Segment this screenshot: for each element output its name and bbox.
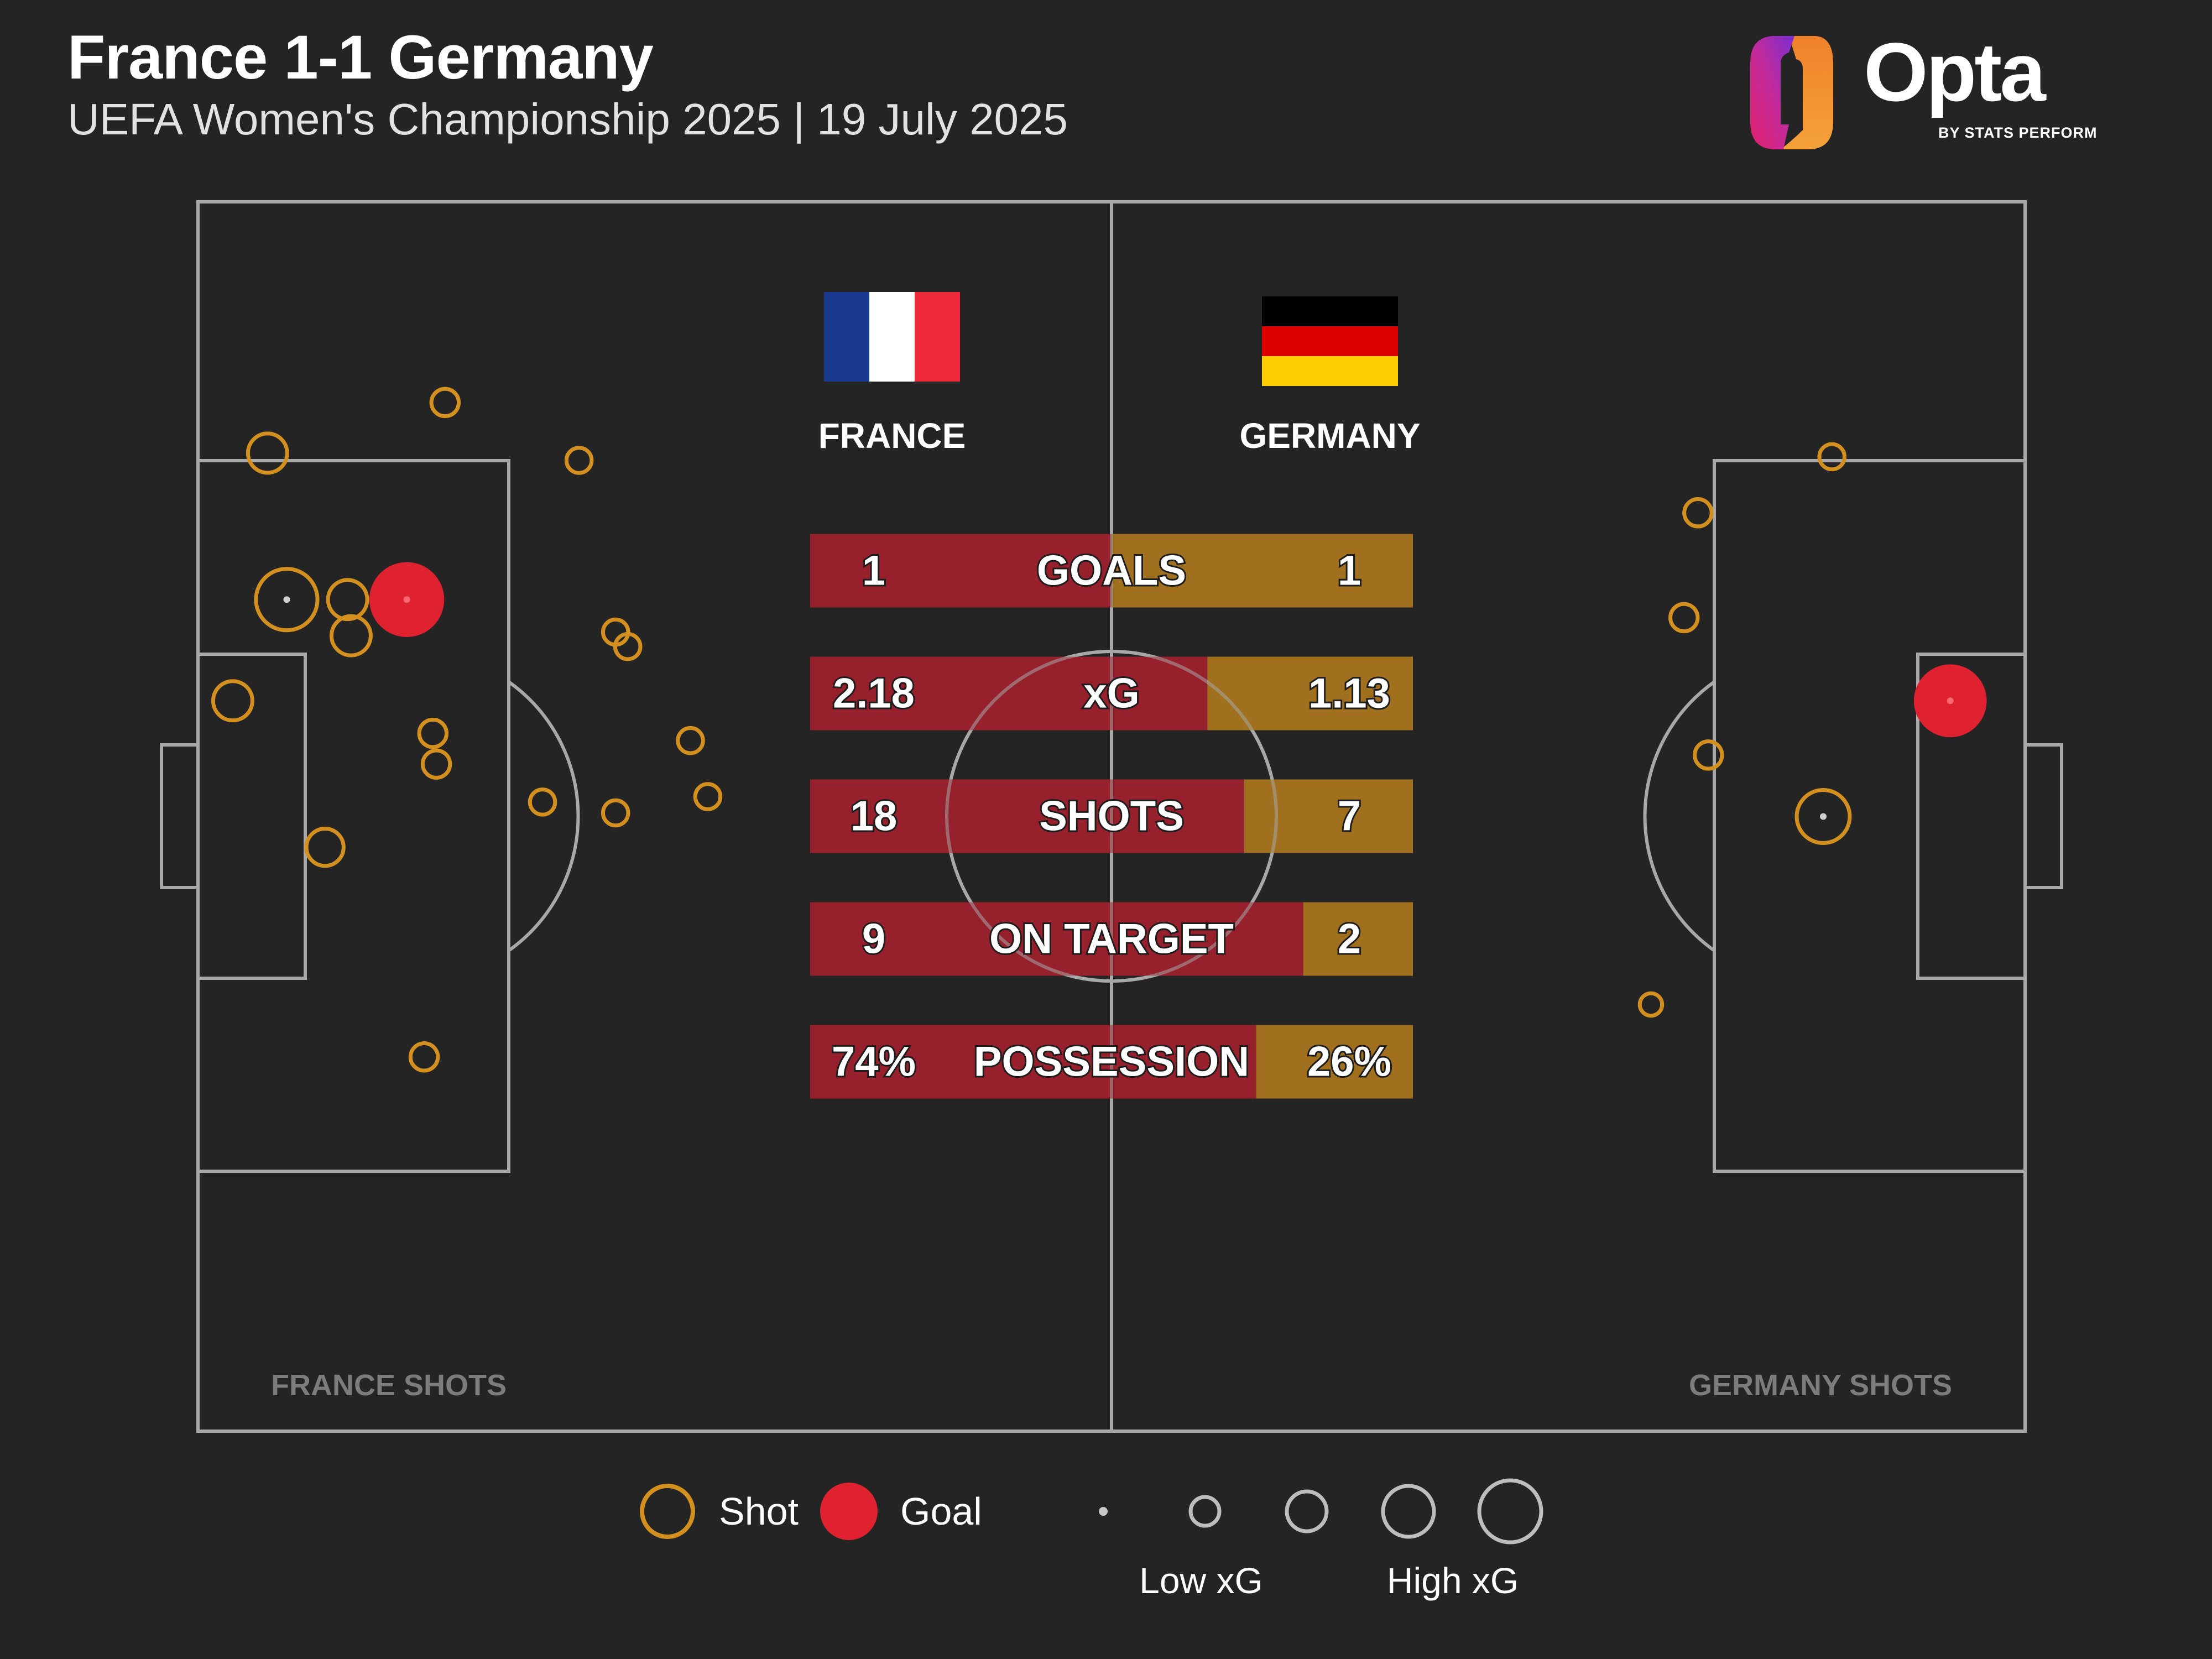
home-team-name: FRANCE — [818, 416, 966, 456]
away-shot-centre — [1947, 697, 1954, 705]
home-shot-marker — [304, 826, 346, 868]
away-stat-value: 26% — [1307, 1039, 1391, 1086]
away-stat-value: 7 — [1338, 793, 1361, 840]
away-stat-value: 1 — [1338, 547, 1361, 594]
legend-goal-label: Goal — [900, 1490, 982, 1533]
away-shot-marker — [1637, 991, 1665, 1018]
home-shot-centre — [403, 596, 410, 603]
stat-label: ON TARGET — [989, 916, 1234, 963]
away-stat-bar — [1244, 779, 1413, 853]
home-stat-value: 74% — [832, 1039, 916, 1086]
opta-tagline: BY STATS PERFORM — [1938, 124, 2098, 141]
home-shot-marker — [408, 1041, 440, 1073]
home-shot-marker — [254, 567, 320, 633]
home-stat-bar — [810, 779, 1244, 853]
stat-label: GOALS — [1037, 547, 1186, 594]
away-stat-bar — [1256, 1025, 1413, 1099]
stat-bars — [810, 534, 1413, 1099]
opta-wordmark: Opta — [1864, 25, 2046, 118]
away-stat-value: 2 — [1338, 916, 1361, 963]
home-shot-marker — [613, 632, 643, 661]
home-shot-marker — [601, 798, 630, 828]
germany-flag — [1262, 296, 1398, 386]
home-shot-marker — [693, 782, 723, 811]
legend-size-marker — [1099, 1507, 1108, 1516]
home-stat-value: 1 — [862, 547, 885, 594]
away-stat-value: 1.13 — [1308, 670, 1390, 717]
page-subtitle: UEFA Women's Championship 2025 | 19 July… — [67, 95, 1068, 144]
away-stat-bar — [1207, 656, 1413, 731]
legend-goal-marker — [820, 1483, 878, 1540]
home-shot-marker — [676, 726, 705, 755]
legend-shot-label: Shot — [719, 1490, 799, 1533]
away-team-name: GERMANY — [1239, 416, 1420, 456]
away-shot-marker — [1817, 442, 1846, 472]
home-shot-marker — [246, 431, 289, 475]
home-stat-value: 9 — [862, 916, 885, 963]
away-shot-marker — [1668, 602, 1700, 634]
legend-shot-marker — [640, 1484, 695, 1539]
legend-size-marker — [1381, 1484, 1436, 1539]
legend-low-xg-label: Low xG — [1139, 1560, 1263, 1601]
away-shot-marker — [1794, 788, 1852, 845]
page-title: France 1-1 Germany — [67, 23, 654, 92]
away-shot-centre — [1819, 813, 1827, 820]
stat-labels: 1 GOALS 1 2.18 xG 1.13 18 SHOTS 7 9 ON TARGET 2 74% P… — [830, 546, 1393, 1087]
away-shot-marker — [1693, 739, 1724, 771]
home-shot-marker — [326, 578, 369, 622]
home-stat-bar — [810, 1025, 1256, 1099]
home-shot-marker — [211, 679, 254, 723]
opta-logo-icon — [1750, 36, 1833, 149]
right-goal — [2023, 743, 2063, 889]
legend: Shot Goal Low xG High xG — [640, 1478, 1543, 1601]
stat-label: POSSESSION — [974, 1039, 1249, 1086]
away-shot-marker — [1682, 497, 1714, 529]
legend-size-marker — [1285, 1489, 1329, 1533]
left-penalty-area — [196, 459, 510, 1173]
stat-label: xG — [1083, 670, 1139, 717]
legend-size-marker — [1477, 1478, 1543, 1545]
opta-logo: Opta BY STATS PERFORM — [1736, 30, 2101, 158]
legend-size-scale — [1099, 1478, 1543, 1545]
away-shots-label: GERMANY SHOTS — [1689, 1369, 1952, 1402]
away-stat-bar — [1112, 534, 1413, 608]
home-shot-marker — [564, 446, 594, 475]
france-flag — [824, 292, 960, 382]
away-stat-bar — [1303, 902, 1413, 976]
home-stat-value: 2.18 — [833, 670, 915, 717]
home-stat-value: 18 — [851, 793, 898, 840]
left-goal — [160, 743, 200, 889]
home-shot-marker — [420, 748, 452, 780]
legend-high-xg-label: High xG — [1387, 1560, 1519, 1601]
home-stat-bar — [810, 656, 1208, 731]
stat-label: SHOTS — [1039, 793, 1184, 840]
home-shot-marker — [429, 387, 461, 419]
home-shots-label: FRANCE SHOTS — [271, 1369, 507, 1402]
home-stat-bar — [810, 534, 1112, 608]
legend-size-marker — [1188, 1495, 1222, 1528]
home-shot-marker — [528, 787, 557, 817]
home-shot-marker — [417, 717, 449, 749]
left-penalty-arc — [508, 680, 580, 952]
home-shot-centre — [283, 596, 290, 603]
home-shots — [211, 387, 723, 1073]
right-penalty-area — [1713, 459, 2027, 1173]
home-shot-marker — [329, 614, 373, 658]
away-shots — [1637, 442, 1987, 1018]
right-penalty-arc — [1643, 680, 1715, 952]
